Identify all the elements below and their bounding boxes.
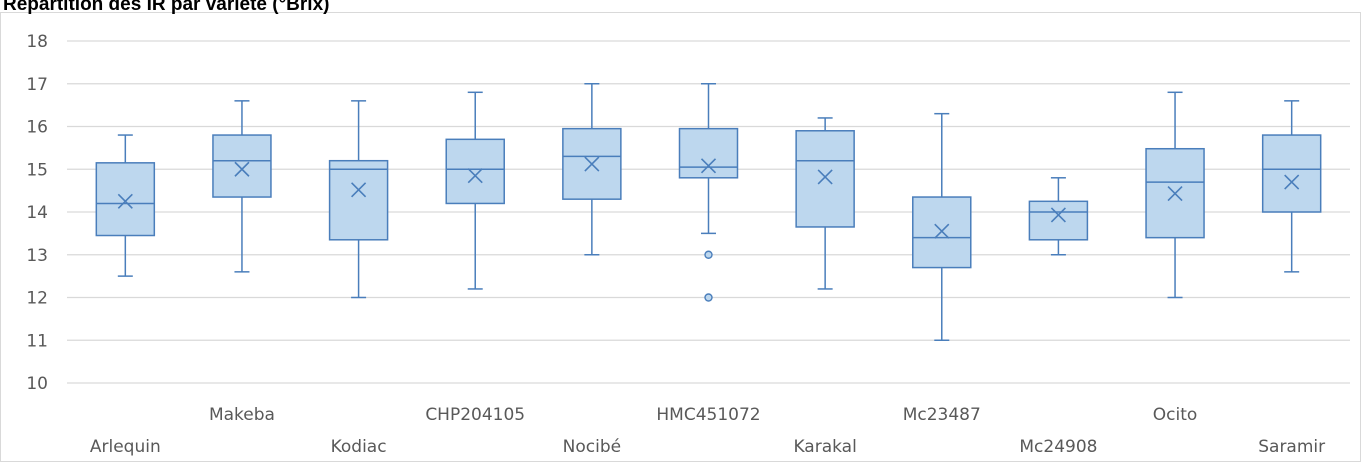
mean-marker — [1167, 186, 1183, 202]
box-iqr — [445, 138, 505, 205]
y-tick-label: 12 — [26, 289, 48, 309]
mean-marker — [934, 223, 950, 239]
y-tick-label: 17 — [26, 75, 48, 95]
mean-marker — [234, 161, 250, 177]
chart-frame — [0, 12, 1361, 462]
box-iqr — [678, 127, 739, 179]
box-iqr — [328, 159, 389, 241]
x-category-label: Kodiac — [331, 437, 387, 457]
y-tick-label: 14 — [26, 203, 48, 223]
mean-marker — [817, 169, 833, 185]
y-tick-label: 13 — [26, 246, 48, 266]
x-category-label: Mc24908 — [1019, 437, 1097, 457]
mean-marker — [1284, 174, 1300, 190]
y-tick-label: 15 — [26, 160, 48, 180]
mean-marker — [117, 193, 133, 209]
x-category-label: Arlequin — [90, 437, 161, 457]
box-iqr — [1261, 134, 1322, 213]
box-iqr — [795, 130, 855, 228]
mean-marker — [1050, 207, 1066, 223]
mean-marker — [700, 158, 717, 174]
y-tick-label: 18 — [26, 32, 48, 52]
y-tick-label: 10 — [26, 374, 48, 394]
mean-marker — [467, 168, 483, 184]
outlier-point — [704, 293, 713, 302]
x-category-label: Mc23487 — [903, 405, 981, 425]
x-category-label: Nocibé — [563, 437, 621, 457]
x-category-label: HMC451072 — [656, 405, 760, 425]
x-category-label: Karakal — [793, 437, 856, 457]
x-category-label: Makeba — [209, 405, 275, 425]
x-category-label: Saramir — [1258, 437, 1325, 457]
box-iqr — [95, 162, 156, 237]
y-tick-label: 16 — [26, 118, 48, 138]
box-iqr — [1028, 200, 1089, 241]
mean-marker — [351, 182, 367, 198]
outlier-point — [704, 250, 713, 259]
box-iqr — [212, 134, 272, 198]
x-category-label: CHP204105 — [425, 405, 525, 425]
x-category-label: Ocito — [1153, 405, 1198, 425]
mean-marker — [584, 156, 600, 172]
chart-title: Répartition des IR par variété (°Brix) — [3, 0, 330, 15]
y-tick-label: 11 — [26, 331, 48, 351]
